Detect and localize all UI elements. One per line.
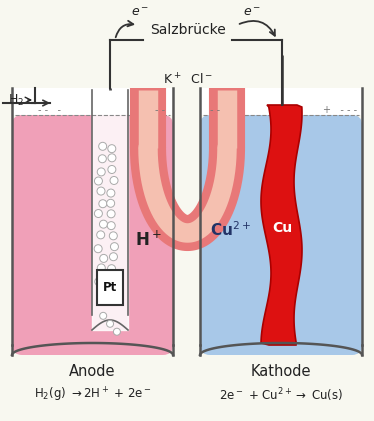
Text: Salzbrücke: Salzbrücke [150,23,226,37]
Circle shape [99,142,107,150]
Text: K$^+$  Cl$^-$: K$^+$ Cl$^-$ [163,72,213,88]
Circle shape [94,245,102,253]
Circle shape [105,287,113,295]
FancyBboxPatch shape [200,115,362,355]
Text: Pt: Pt [103,281,117,294]
Circle shape [108,154,116,162]
Text: Anode: Anode [69,365,116,379]
Circle shape [100,312,107,320]
Text: H$^+$: H$^+$ [135,230,162,250]
Circle shape [97,231,105,239]
Text: 2e$^-$ + Cu$^{2+}$$\rightarrow$ Cu(s): 2e$^-$ + Cu$^{2+}$$\rightarrow$ Cu(s) [219,386,343,404]
Text: - -: - - [210,105,220,115]
Text: H$_2$: H$_2$ [8,93,24,107]
Circle shape [110,176,118,184]
Circle shape [107,320,114,327]
FancyBboxPatch shape [12,115,173,355]
Circle shape [108,265,116,273]
Text: +   - - -: + - - - [323,105,357,115]
Circle shape [113,328,120,335]
Circle shape [97,168,105,176]
Circle shape [100,254,108,262]
Circle shape [98,155,106,163]
Text: e$^-$: e$^-$ [243,5,261,19]
Bar [97,270,123,305]
Text: H$_2$(g) $\rightarrow$2H$^+$ + 2e$^-$: H$_2$(g) $\rightarrow$2H$^+$ + 2e$^-$ [34,386,151,404]
Bar [13,88,172,115]
Circle shape [99,200,107,208]
Circle shape [108,145,116,153]
Text: - -: - - [155,105,165,115]
Circle shape [94,210,102,218]
Polygon shape [261,105,302,345]
Circle shape [107,189,115,197]
Circle shape [108,277,116,285]
Circle shape [97,264,105,272]
Text: Kathode: Kathode [251,365,311,379]
Circle shape [97,187,105,195]
Circle shape [110,242,119,250]
Circle shape [110,253,117,261]
Circle shape [107,199,115,207]
Bar [201,88,361,115]
Circle shape [99,220,107,228]
Circle shape [98,287,107,295]
Circle shape [108,165,116,173]
Circle shape [107,210,115,218]
Circle shape [95,277,103,285]
Circle shape [109,232,117,240]
Circle shape [107,221,115,229]
Circle shape [94,177,102,185]
Text: Cu: Cu [272,221,292,235]
Text: Cu$^{2+}$: Cu$^{2+}$ [209,221,251,240]
Text: e$^-$: e$^-$ [131,5,149,19]
Text: - -   -: - - - [39,105,61,115]
